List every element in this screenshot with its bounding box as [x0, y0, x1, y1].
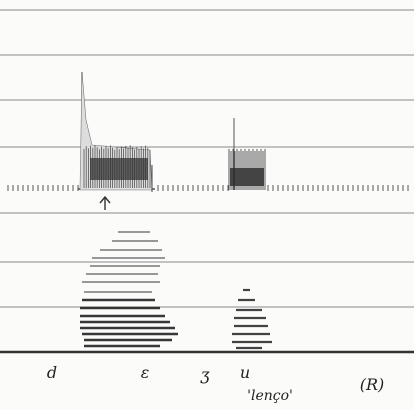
- speaker-label: (R): [360, 375, 385, 394]
- segment-label: ε: [141, 363, 150, 382]
- trace-marks: [7, 71, 409, 350]
- segment-label: ʒ: [199, 365, 209, 384]
- dense-band: [230, 168, 264, 186]
- word-label: 'lenço': [247, 388, 293, 404]
- grid-rules: [0, 9, 414, 354]
- dense-band: [90, 158, 148, 180]
- segment-label: u: [240, 363, 250, 382]
- segment-label: d: [47, 363, 57, 382]
- arrow: [99, 195, 111, 210]
